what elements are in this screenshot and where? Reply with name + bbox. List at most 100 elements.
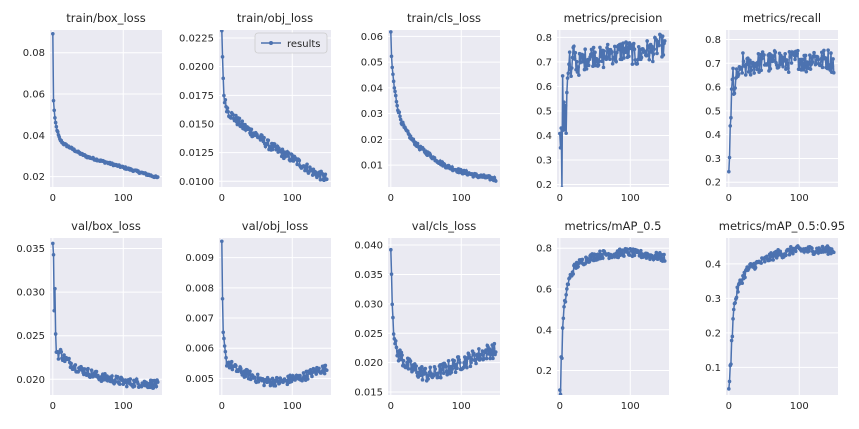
plot-area — [219, 30, 331, 187]
data-point — [560, 326, 565, 330]
data-point — [734, 295, 739, 300]
data-point — [456, 355, 461, 359]
y-tick-label: 0.006 — [185, 344, 214, 355]
data-point — [398, 114, 402, 119]
data-point — [583, 47, 587, 52]
data-point — [662, 259, 667, 263]
data-point — [86, 366, 90, 371]
data-point — [433, 367, 437, 371]
data-point — [639, 55, 644, 60]
subplot-title: metrics/mAP_0.5 — [565, 219, 662, 233]
y-tick-label: 0.2 — [536, 366, 552, 377]
data-point — [459, 168, 464, 173]
data-point — [262, 135, 266, 140]
data-point — [491, 347, 496, 351]
data-point — [567, 62, 571, 67]
y-tick-label: 0.030 — [16, 288, 45, 299]
y-tick-label: 0.0175 — [179, 91, 214, 102]
subplot-3: 0 100 0.01 0.02 0.03 0.04 0.05 0.06 train/cls_lo… — [361, 11, 500, 204]
data-point — [560, 356, 564, 361]
data-point — [267, 378, 272, 382]
subplot-title: metrics/precision — [564, 11, 663, 25]
data-point — [144, 381, 149, 385]
data-point — [762, 53, 766, 57]
data-point — [831, 250, 836, 255]
data-point — [318, 177, 323, 182]
data-point — [558, 131, 562, 136]
data-point — [734, 67, 739, 71]
y-tick-label: 0.020 — [16, 375, 45, 386]
data-point — [56, 357, 61, 361]
legend-label: results — [287, 39, 321, 50]
data-point — [598, 249, 602, 254]
data-point — [389, 272, 394, 276]
data-point — [768, 258, 773, 262]
data-point — [729, 338, 734, 343]
data-point — [420, 378, 425, 382]
y-tick-label: 0.2 — [705, 178, 721, 189]
data-point — [468, 364, 473, 369]
data-point — [762, 259, 767, 264]
data-point — [610, 61, 615, 66]
y-tick-label: 0.035 — [354, 270, 383, 281]
data-point — [113, 379, 118, 384]
legend: results — [254, 32, 328, 54]
subplot-title: train/cls_loss — [407, 11, 481, 25]
data-point — [389, 30, 393, 34]
data-point — [660, 34, 665, 39]
data-point — [569, 66, 574, 70]
y-tick-label: 0.4 — [536, 131, 552, 142]
plot-area — [557, 238, 669, 395]
data-point — [462, 360, 466, 365]
subplot-title: metrics/mAP_0.5:0.95 — [719, 219, 845, 233]
data-point — [739, 65, 744, 70]
data-point — [584, 67, 589, 71]
legend-marker — [269, 41, 273, 45]
plot-area — [50, 238, 162, 395]
x-tick-label: 0 — [50, 193, 56, 204]
data-point — [51, 32, 55, 36]
data-point — [759, 261, 764, 265]
y-tick-label: 0.7 — [536, 57, 552, 68]
data-point — [441, 371, 446, 376]
data-point — [826, 48, 830, 52]
data-point — [265, 142, 269, 147]
data-point — [759, 68, 764, 73]
data-point — [736, 72, 741, 77]
data-point — [601, 65, 606, 70]
data-point — [807, 249, 811, 253]
data-point — [393, 339, 398, 343]
data-point — [457, 357, 461, 362]
series-results — [727, 244, 836, 391]
data-point — [627, 253, 632, 257]
data-point — [581, 53, 585, 57]
x-tick-label: 0 — [557, 401, 563, 412]
y-tick-label: 0.025 — [16, 331, 45, 342]
data-point — [661, 53, 666, 57]
data-point — [308, 368, 313, 372]
data-point — [436, 371, 440, 376]
data-point — [793, 249, 798, 254]
data-point — [562, 304, 566, 309]
data-point — [727, 379, 732, 384]
y-tick-label: 0.08 — [23, 48, 45, 59]
data-point — [760, 50, 765, 54]
data-point — [789, 61, 794, 65]
data-point — [469, 360, 473, 365]
y-tick-label: 0.3 — [705, 294, 721, 305]
x-tick-label: 0 — [388, 193, 394, 204]
x-tick-label: 0 — [557, 193, 563, 204]
data-point — [324, 177, 329, 182]
data-point — [824, 249, 829, 253]
data-point — [572, 57, 577, 61]
data-point — [224, 355, 228, 360]
subplot-10: 0 100 0.1 0.2 0.3 0.4 metrics/mAP_0.5:0.95 — [705, 219, 845, 412]
data-point — [814, 61, 818, 66]
data-point — [89, 368, 94, 372]
x-tick-label: 100 — [621, 193, 640, 204]
data-point — [616, 255, 621, 260]
data-point — [124, 384, 129, 389]
data-point — [785, 61, 790, 65]
data-point — [479, 352, 484, 357]
data-point — [793, 57, 797, 62]
